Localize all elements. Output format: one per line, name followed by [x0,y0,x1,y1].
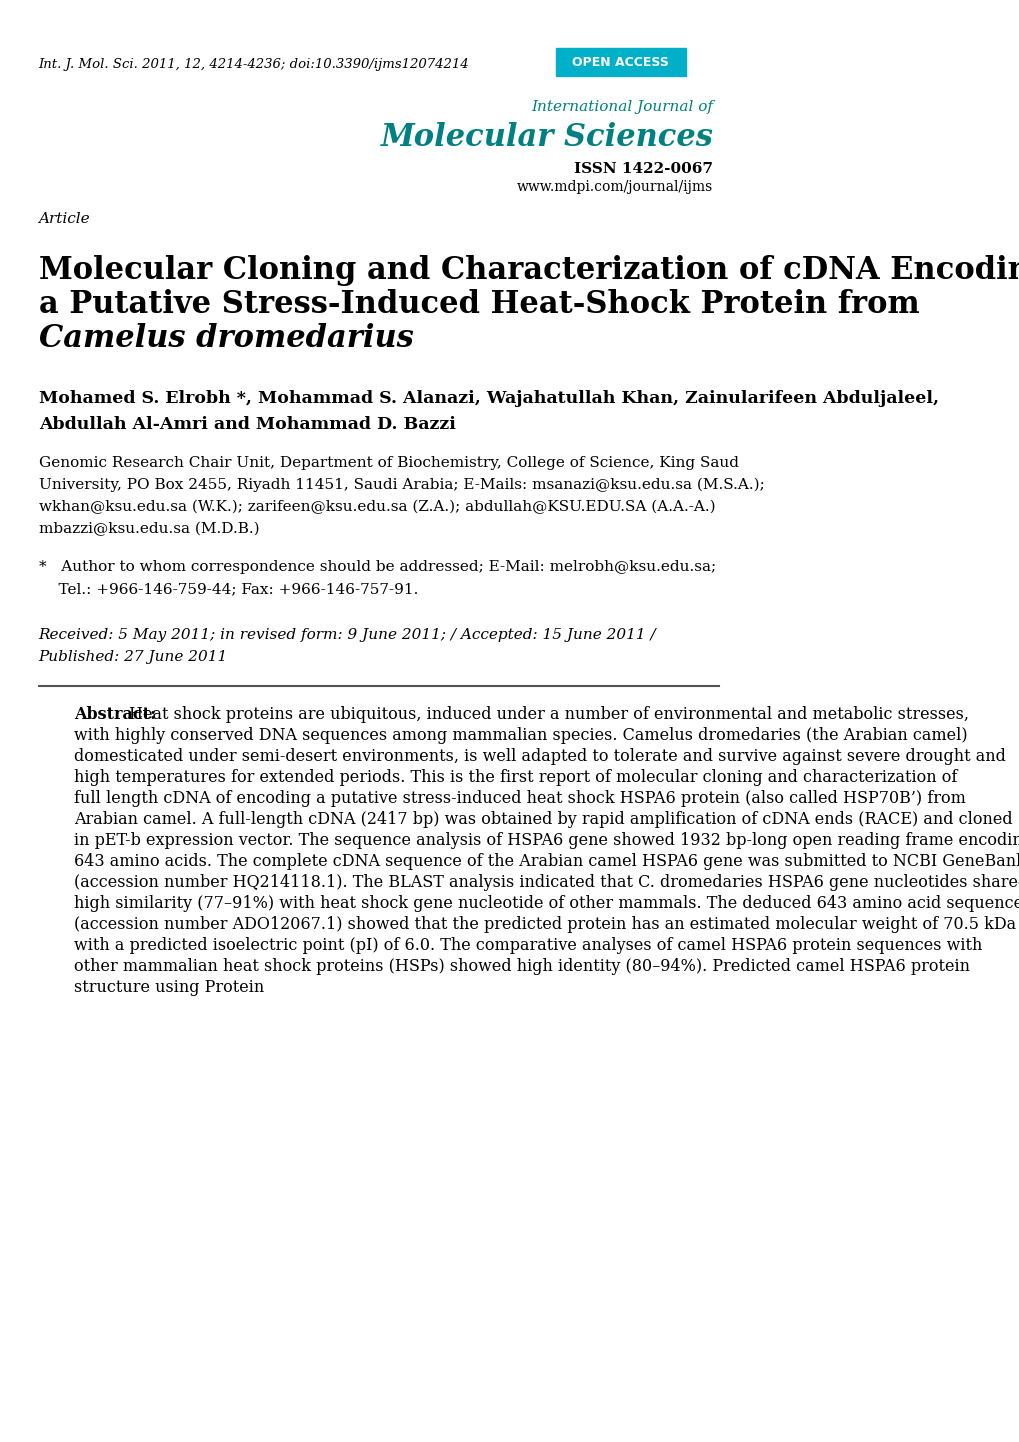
Text: high temperatures for extended periods. This is the first report of molecular cl: high temperatures for extended periods. … [74,769,957,786]
Text: full length cDNA of encoding a putative stress-induced heat shock HSPA6 protein : full length cDNA of encoding a putative … [74,790,965,808]
Text: Published: 27 June 2011: Published: 27 June 2011 [39,650,227,663]
Text: 643 amino acids. The complete cDNA sequence of the Arabian camel HSPA6 gene was : 643 amino acids. The complete cDNA seque… [74,854,1019,870]
Text: Molecular Cloning and Characterization of cDNA Encoding: Molecular Cloning and Characterization o… [39,255,1019,286]
Text: ISSN 1422-0067: ISSN 1422-0067 [574,162,712,176]
Text: Tel.: +966-146-759-44; Fax: +966-146-757-91.: Tel.: +966-146-759-44; Fax: +966-146-757… [39,583,418,596]
Text: wkhan@ksu.edu.sa (W.K.); zarifeen@ksu.edu.sa (Z.A.); abdullah@KSU.EDU.SA (A.A.-A: wkhan@ksu.edu.sa (W.K.); zarifeen@ksu.ed… [39,500,714,515]
Text: Molecular Sciences: Molecular Sciences [380,123,712,153]
Text: mbazzi@ksu.edu.sa (M.D.B.): mbazzi@ksu.edu.sa (M.D.B.) [39,522,259,536]
Text: Mohamed S. Elrobh *, Mohammad S. Alanazi, Wajahatullah Khan, Zainularifeen Abdul: Mohamed S. Elrobh *, Mohammad S. Alanazi… [39,389,937,407]
Text: structure using Protein: structure using Protein [74,979,264,996]
Text: OPEN ACCESS: OPEN ACCESS [572,55,668,69]
Text: with a predicted isoelectric point (pI) of 6.0. The comparative analyses of came: with a predicted isoelectric point (pI) … [74,937,981,955]
Text: Abdullah Al-Amri and Mohammad D. Bazzi: Abdullah Al-Amri and Mohammad D. Bazzi [39,415,455,433]
Text: Abstract:: Abstract: [74,707,156,722]
Text: Int. J. Mol. Sci. 2011, 12, 4214-4236; doi:10.3390/ijms12074214: Int. J. Mol. Sci. 2011, 12, 4214-4236; d… [39,58,469,71]
Text: Arabian camel. A full-length cDNA (2417 bp) was obtained by rapid amplification : Arabian camel. A full-length cDNA (2417 … [74,810,1012,828]
Text: (accession number HQ214118.1). The BLAST analysis indicated that C. dromedaries : (accession number HQ214118.1). The BLAST… [74,874,1019,891]
Text: Article: Article [39,212,90,226]
Text: Received: 5 May 2011; in revised form: 9 June 2011; / Accepted: 15 June 2011 /: Received: 5 May 2011; in revised form: 9… [39,629,655,642]
Text: domesticated under semi-desert environments, is well adapted to tolerate and sur: domesticated under semi-desert environme… [74,748,1005,766]
Text: *   Author to whom correspondence should be addressed; E-Mail: melrobh@ksu.edu.s: * Author to whom correspondence should b… [39,559,715,574]
Text: (accession number ADO12067.1) showed that the predicted protein has an estimated: (accession number ADO12067.1) showed tha… [74,916,1016,933]
Text: University, PO Box 2455, Riyadh 11451, Saudi Arabia; E-Mails: msanazi@ksu.edu.sa: University, PO Box 2455, Riyadh 11451, S… [39,477,763,492]
FancyBboxPatch shape [555,48,685,76]
Text: a Putative Stress-Induced Heat-Shock Protein from: a Putative Stress-Induced Heat-Shock Pro… [39,288,918,320]
Text: other mammalian heat shock proteins (HSPs) showed high identity (80–94%). Predic: other mammalian heat shock proteins (HSP… [74,957,969,975]
Text: International Journal of: International Journal of [531,99,712,114]
Text: with highly conserved DNA sequences among mammalian species. Camelus dromedaries: with highly conserved DNA sequences amon… [74,727,967,744]
Text: in pET-b expression vector. The sequence analysis of HSPA6 gene showed 1932 bp-l: in pET-b expression vector. The sequence… [74,832,1019,849]
Text: Heat shock proteins are ubiquitous, induced under a number of environmental and : Heat shock proteins are ubiquitous, indu… [128,707,968,722]
Text: www.mdpi.com/journal/ijms: www.mdpi.com/journal/ijms [517,180,712,195]
Text: Camelus dromedarius: Camelus dromedarius [39,323,413,353]
Text: Genomic Research Chair Unit, Department of Biochemistry, College of Science, Kin: Genomic Research Chair Unit, Department … [39,456,738,470]
Text: high similarity (77–91%) with heat shock gene nucleotide of other mammals. The d: high similarity (77–91%) with heat shock… [74,895,1019,911]
